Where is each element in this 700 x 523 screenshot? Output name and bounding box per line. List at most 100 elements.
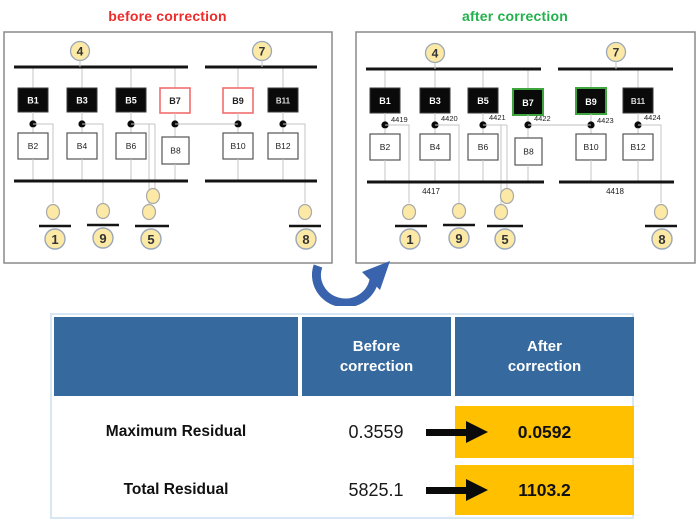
terminal-8: 8: [645, 203, 677, 250]
table-header-blank: [54, 317, 298, 396]
terminal-8-label: 8: [302, 232, 309, 247]
terminal-1-label: 1: [406, 232, 413, 247]
switch-b2-label: B2: [380, 142, 391, 152]
right-arrow-icon: [426, 421, 488, 443]
breaker-b3-label: B3: [76, 96, 88, 106]
node-id-4423: 4423: [597, 116, 614, 125]
bus-7-label: 7: [613, 46, 620, 60]
row-label: Maximum Residual: [105, 423, 247, 440]
terminal-9: 9: [87, 202, 119, 249]
breaker-b5: B5: [467, 87, 499, 114]
switch-b8-label: B8: [170, 146, 181, 156]
terminal-1: 1: [39, 203, 71, 250]
substation-diagram-before: 4 7 B1 B3 B5 B7 B9 B11: [3, 31, 333, 264]
switch-b8-label: B8: [523, 147, 534, 157]
bus-node-4: 4: [69, 40, 91, 62]
terminal-5: 5: [487, 187, 523, 250]
switch-b12-label: B12: [630, 142, 645, 152]
bus-to-breaker-lines: [384, 70, 639, 88]
terminal-1-label: 1: [51, 232, 58, 247]
bus-id-4418: 4418: [606, 187, 624, 196]
switch-boxes: B2 B4 B6 B8 B10 B12: [17, 132, 299, 165]
breaker-b5-label: B5: [477, 96, 489, 106]
breaker-b3: B3: [419, 87, 451, 114]
breaker-b9-open: B9: [222, 87, 254, 114]
table-header-before-correction: Before correction: [302, 317, 451, 396]
breaker-b7-open: B7: [159, 87, 191, 114]
switch-to-bus-lines: [384, 160, 639, 181]
bus-4-label: 4: [432, 47, 439, 61]
switch-b2-label: B2: [28, 141, 39, 151]
breaker-b9-label: B9: [232, 96, 244, 106]
switch-b4-label: B4: [77, 141, 88, 151]
arrow-head: [466, 479, 488, 501]
node-to-switch-lines: [384, 128, 639, 138]
terminal-9-label: 9: [455, 231, 462, 246]
before-correction-title: before correction: [108, 8, 227, 24]
terminal-9: 9: [443, 202, 475, 249]
switch-b6-label: B6: [126, 141, 137, 151]
before-value: 0.3559: [348, 421, 404, 442]
substation-diagram-after: 4 7 B1 B3 B5 B7 B9 B11: [355, 31, 696, 264]
comparison-table: Before correction After correction Maxim…: [50, 313, 634, 519]
node-id-labels: 4419 4420 4421 4422 4423 4424: [391, 113, 661, 125]
breaker-b7-label: B7: [522, 98, 534, 108]
bus-to-breaker-lines: [32, 68, 284, 88]
breaker-b3: B3: [66, 87, 98, 113]
switch-to-bus-lines: [32, 159, 284, 180]
node-id-4419: 4419: [391, 115, 408, 124]
table-row-total-residual: Total Residual 5825.1 1103.2: [52, 465, 634, 515]
right-arrow-icon: [426, 479, 488, 501]
breaker-to-node-lines: [384, 113, 639, 122]
after-correction-title: after correction: [462, 8, 568, 24]
switch-b10-label: B10: [583, 142, 598, 152]
node-to-switch-lines: [32, 127, 284, 137]
breaker-b11: B11: [267, 87, 299, 113]
terminal-5: 5: [135, 187, 169, 250]
breaker-b5-label: B5: [125, 96, 137, 106]
before-value: 5825.1: [348, 479, 404, 500]
bus-node-7: 7: [251, 40, 273, 62]
table-header-after-correction: After correction: [455, 317, 634, 396]
breaker-b9-label: B9: [585, 97, 597, 107]
switch-b4-label: B4: [430, 142, 441, 152]
bus-id-4417: 4417: [422, 187, 440, 196]
breaker-b7-label: B7: [169, 96, 181, 106]
arrow-shaft: [426, 428, 466, 436]
bus-node-4: 4: [424, 42, 446, 64]
bus-4-label: 4: [77, 45, 84, 59]
node-id-4424: 4424: [644, 113, 661, 122]
switch-b10-label: B10: [230, 141, 245, 151]
table-header-after-text: After correction: [507, 338, 582, 375]
node-id-4421: 4421: [489, 113, 506, 122]
table-row-maximum-residual: Maximum Residual 0.3559 0.0592: [52, 406, 634, 458]
terminal-8-label: 8: [658, 232, 665, 247]
row-label: Total Residual: [123, 481, 229, 498]
breaker-b11-label: B11: [276, 97, 291, 106]
breaker-b3-label: B3: [429, 96, 441, 106]
node-id-4420: 4420: [441, 114, 458, 123]
breaker-b5: B5: [115, 87, 147, 113]
breaker-b1: B1: [369, 87, 401, 114]
bus-7-label: 7: [259, 45, 266, 59]
terminal-5-label: 5: [147, 232, 154, 247]
breaker-b7-closed: B7: [512, 88, 544, 116]
node-id-4422: 4422: [534, 114, 551, 123]
terminal-1: 1: [395, 203, 427, 250]
breaker-b1-label: B1: [27, 96, 39, 106]
breaker-b9-closed: B9: [575, 87, 607, 115]
terminal-8: 8: [289, 203, 321, 250]
switch-b6-label: B6: [478, 142, 489, 152]
switch-boxes: B2 B4 B6 B8 B10 B12: [369, 133, 654, 166]
arrow-head: [466, 421, 488, 443]
switch-b12-label: B12: [275, 141, 290, 151]
arrow-shaft: [426, 486, 466, 494]
terminal-5-label: 5: [501, 232, 508, 247]
bus-node-7: 7: [605, 41, 627, 63]
terminal-9-label: 9: [99, 231, 106, 246]
breaker-to-node-lines: [32, 112, 284, 121]
breaker-b1-label: B1: [379, 96, 391, 106]
breaker-b1: B1: [17, 87, 49, 113]
breaker-b11: B11: [622, 87, 654, 114]
feeder-connectors: [385, 124, 662, 204]
